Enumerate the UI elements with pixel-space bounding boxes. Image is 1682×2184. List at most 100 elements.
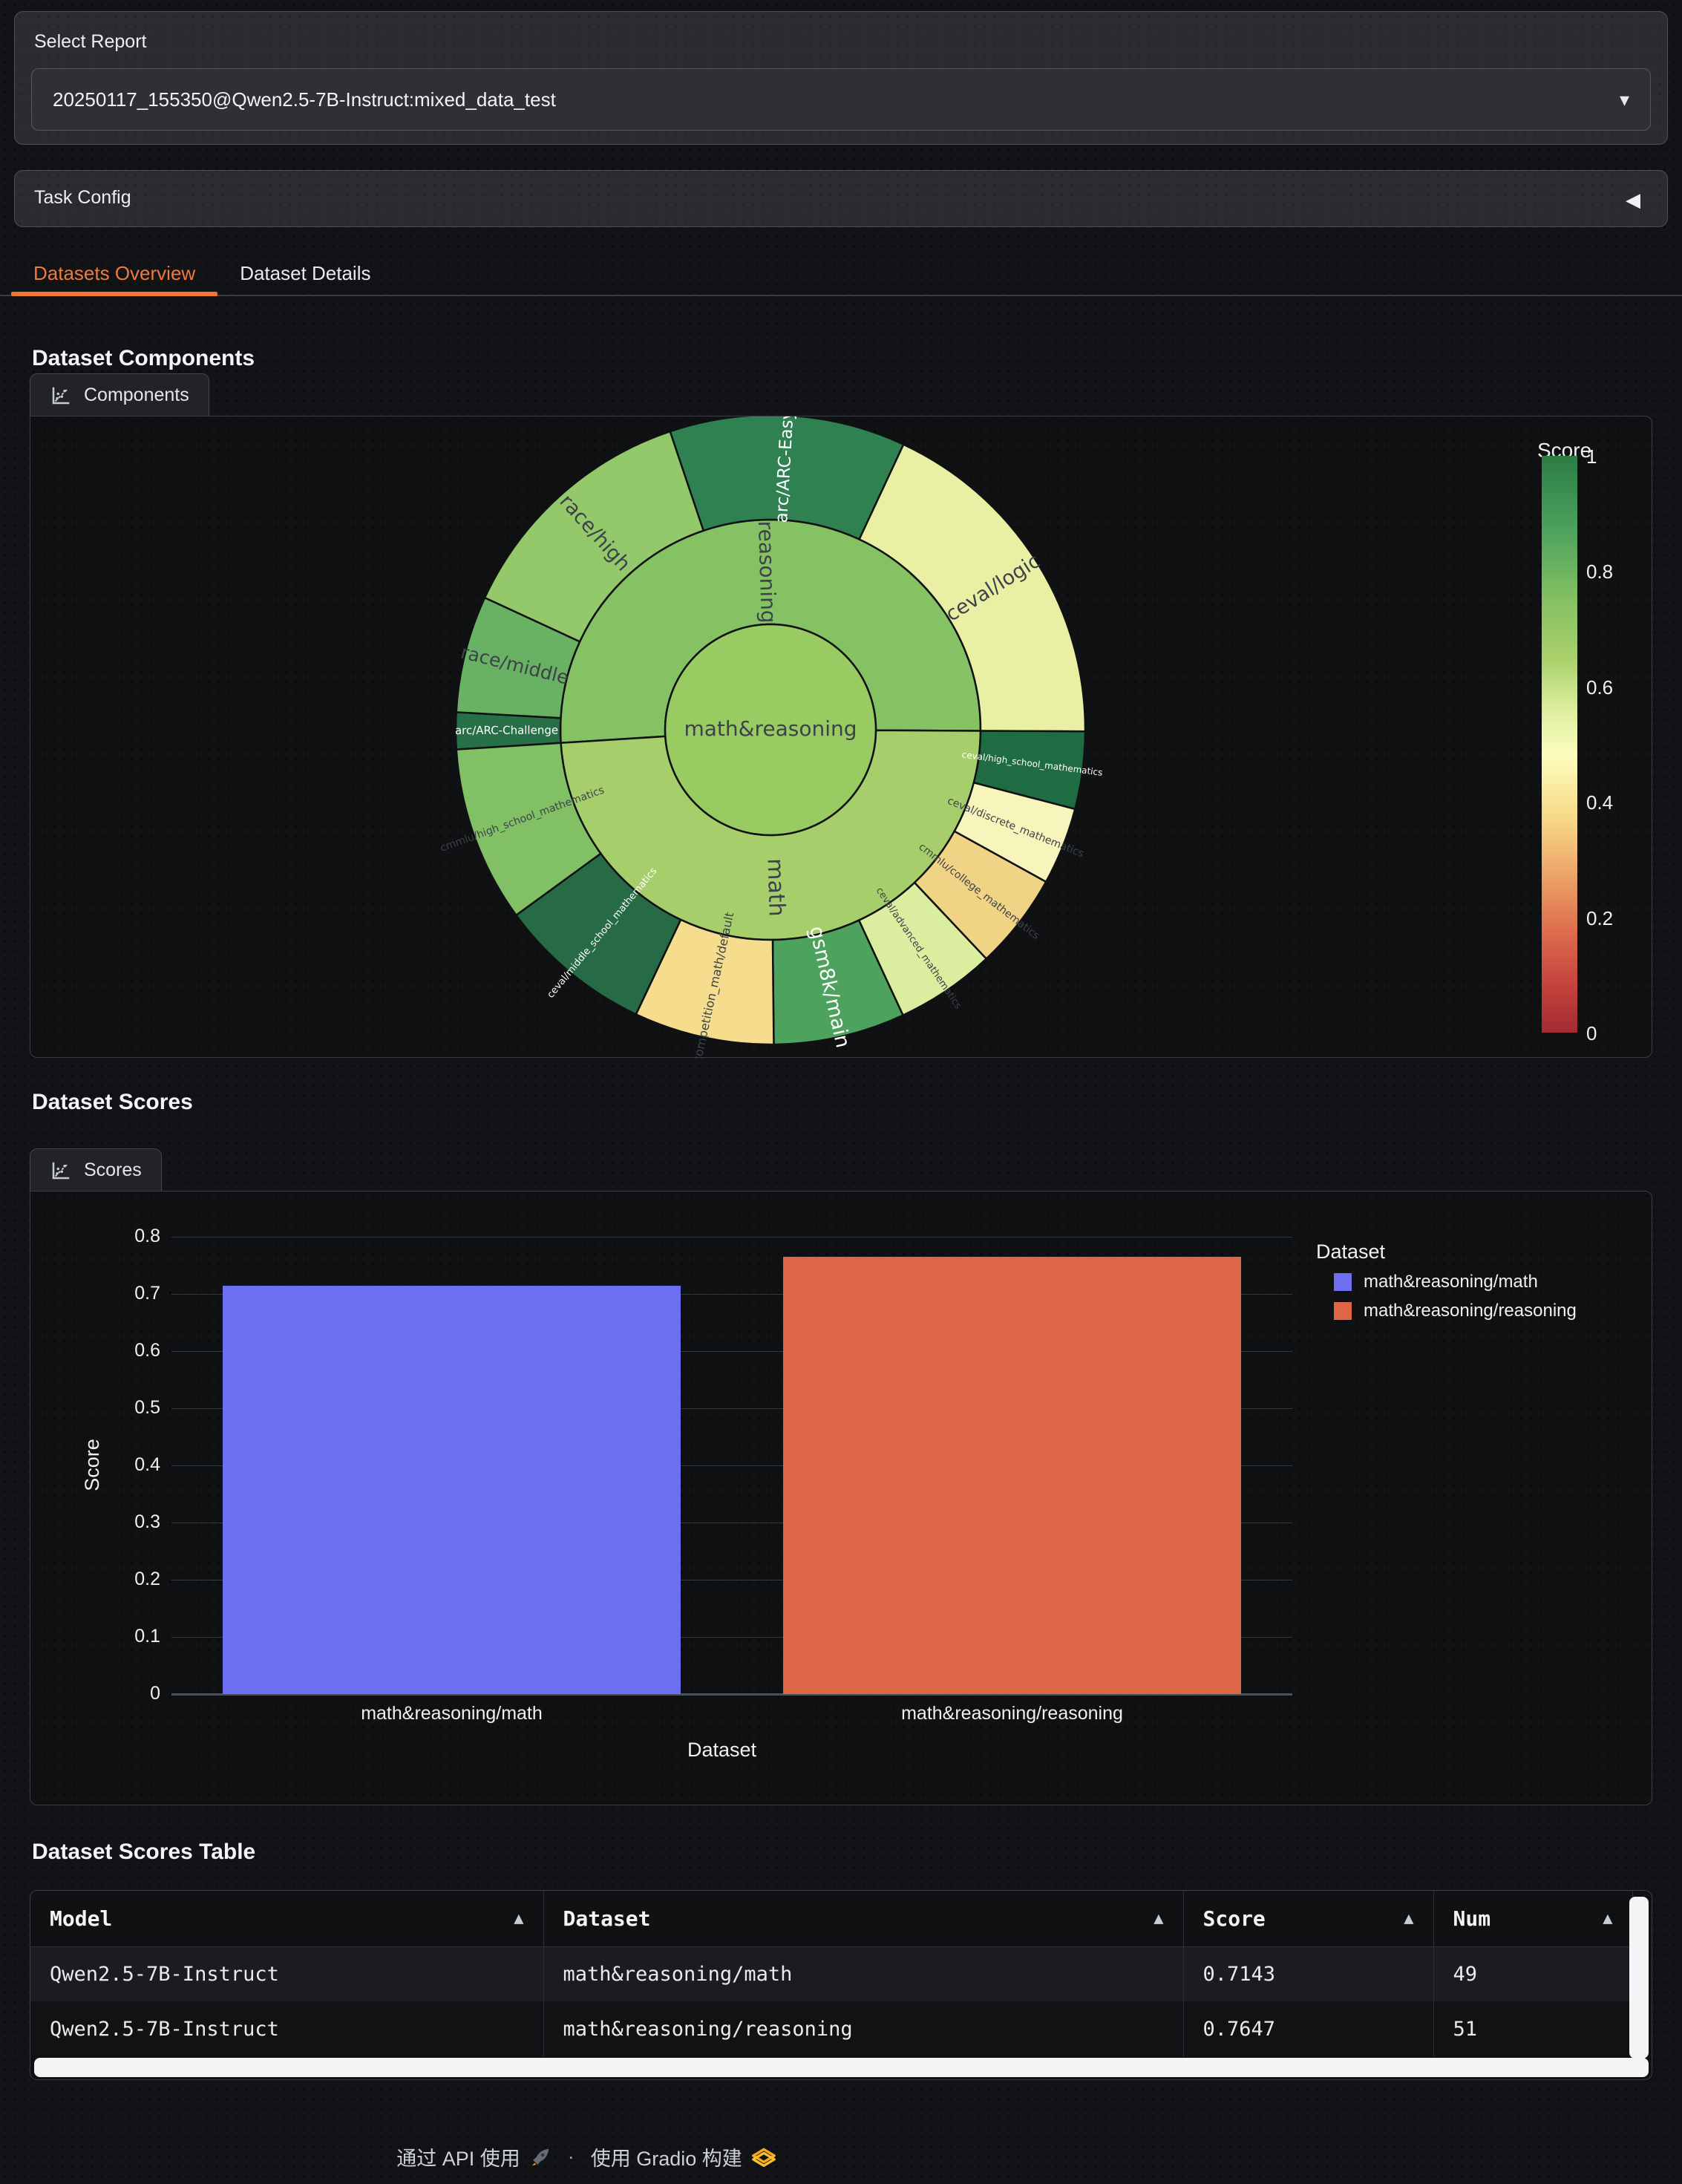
gridline-0.7 xyxy=(171,1294,1292,1295)
sort-triangle-icon[interactable]: ▲ xyxy=(1153,1909,1164,1928)
y-tick-0.3: 0.3 xyxy=(134,1511,160,1532)
scatter-chart-icon xyxy=(52,387,70,404)
chevron-down-icon: ▾ xyxy=(1619,88,1629,111)
gridline-0.5 xyxy=(171,1408,1292,1409)
sunburst-center[interactable] xyxy=(664,623,877,837)
components-chart-tab[interactable]: Components xyxy=(30,373,209,416)
scatter-chart-icon xyxy=(52,1162,70,1179)
gridline-0.4 xyxy=(171,1465,1292,1466)
column-header-label: Model xyxy=(50,1906,113,1931)
legend-label-math&reasoning/math: math&reasoning/math xyxy=(1364,1272,1538,1292)
table-vertical-scrollbar[interactable] xyxy=(1629,1897,1649,2059)
y-tick-0.7: 0.7 xyxy=(134,1283,160,1304)
column-header-Num[interactable]: Num ▲ xyxy=(1433,1891,1633,1947)
y-tick-0.6: 0.6 xyxy=(134,1340,160,1361)
scores-chart-tab[interactable]: Scores xyxy=(30,1148,162,1191)
table-row: Qwen2.5-7B-Instruct math&reasoning/math 0.… xyxy=(30,1946,1633,2001)
legend-swatch-math&reasoning/reasoning xyxy=(1334,1302,1352,1320)
sunburst-chart-panel: math&reasoning reasoning math arc/ARC-Chall… xyxy=(30,409,1652,1064)
sort-triangle-icon[interactable]: ▲ xyxy=(514,1909,524,1928)
column-header-label: Num xyxy=(1453,1906,1491,1931)
report-select-value: 20250117_155350@Qwen2.5-7B-Instruct:mixe… xyxy=(53,88,556,111)
y-tick-0.5: 0.5 xyxy=(134,1397,160,1418)
accordion-collapse-icon: ◀ xyxy=(1626,189,1640,211)
colorbar-tick-0.2: 0.2 xyxy=(1586,906,1614,929)
x-axis-title: Dataset xyxy=(687,1739,757,1761)
sunburst-leaf-label-arc/ARC-Challenge: arc/ARC-Challenge xyxy=(455,723,558,736)
y-tick-0: 0 xyxy=(150,1683,160,1704)
cell-num[interactable]: 49 xyxy=(1433,1946,1633,2001)
use-via-api-text: 通过 API 使用 xyxy=(396,2148,520,2170)
task-config-label: Task Config xyxy=(34,187,131,208)
report-select[interactable]: 20250117_155350@Qwen2.5-7B-Instruct:mixe… xyxy=(31,68,1651,131)
sunburst-leaf-cmmlu/high_school_mathematics[interactable] xyxy=(455,742,603,917)
bar-chart-panel: 0 0.1 0.2 0.3 0.4 0.5 0.6 0.7 0.8 math&reasoning/… xyxy=(30,1191,1652,1805)
built-with-gradio-link[interactable]: 使用 Gradio 构建 xyxy=(591,2142,776,2171)
components-chart-tab-label: Components xyxy=(84,385,189,405)
y-tick-0.2: 0.2 xyxy=(134,1569,160,1589)
sunburst-ring-label-math: math xyxy=(762,858,789,917)
cell-dataset[interactable]: math&reasoning/math xyxy=(543,1946,1184,2001)
legend-swatch-math&reasoning/math xyxy=(1334,1273,1352,1291)
gridline-0.6 xyxy=(171,1351,1292,1352)
scores-chart-tab-label: Scores xyxy=(84,1160,142,1180)
colorbar-tick-1: 1 xyxy=(1586,445,1597,468)
sunburst-center-label: math&reasoning xyxy=(684,716,857,741)
sort-triangle-icon[interactable]: ▲ xyxy=(1404,1909,1414,1928)
table-row: Qwen2.5-7B-Instruct math&reasoning/reason… xyxy=(30,2001,1633,2056)
task-config-accordion[interactable]: Task Config ◀ xyxy=(14,170,1668,227)
bar-math&reasoning/math xyxy=(223,1285,681,1694)
table-header-row: Model ▲ Dataset ▲ Score ▲ Num ▲ xyxy=(30,1891,1633,1947)
select-report-panel: Select Report 20250117_155350@Qwen2.5-7B… xyxy=(14,11,1668,145)
sunburst-ring-label-reasoning: reasoning xyxy=(753,520,781,624)
table-horizontal-scrollbar[interactable] xyxy=(34,2058,1649,2077)
tab-dataset-details[interactable]: Dataset Details xyxy=(240,262,371,284)
column-header-Score[interactable]: Score ▲ xyxy=(1183,1891,1434,1947)
column-header-Dataset[interactable]: Dataset ▲ xyxy=(543,1891,1184,1947)
y-tick-0.1: 0.1 xyxy=(134,1626,160,1647)
column-header-Model[interactable]: Model ▲ xyxy=(30,1891,544,1947)
gradio-logo-icon xyxy=(751,2148,776,2167)
sunburst-leaf-ceval/logic[interactable] xyxy=(857,443,1087,733)
y-axis-title: Score xyxy=(80,1439,103,1491)
components-heading: Dataset Components xyxy=(32,346,255,370)
score-colorbar xyxy=(1542,456,1577,1033)
gridline-0.1 xyxy=(171,1637,1292,1638)
cell-dataset[interactable]: math&reasoning/reasoning xyxy=(543,2001,1184,2056)
sort-triangle-icon[interactable]: ▲ xyxy=(1603,1909,1613,1928)
footer-separator: · xyxy=(567,2145,575,2168)
scores-table: Model ▲ Dataset ▲ Score ▲ Num ▲ Qwen2.5-7B-Instr… xyxy=(30,1891,1633,2056)
y-tick-0.4: 0.4 xyxy=(134,1454,160,1475)
main-tabbar: Datasets Overview Dataset Details xyxy=(0,252,1682,296)
rocket-icon xyxy=(531,2148,549,2165)
legend-label-math&reasoning/reasoning: math&reasoning/reasoning xyxy=(1364,1301,1577,1321)
legend-item-math&reasoning/reasoning[interactable]: math&reasoning/reasoning xyxy=(1334,1301,1577,1321)
column-header-label: Score xyxy=(1202,1906,1266,1931)
use-via-api-link[interactable]: 通过 API 使用 xyxy=(396,2142,552,2171)
gridline-0.8 xyxy=(171,1237,1292,1238)
scores-table-container: Model ▲ Dataset ▲ Score ▲ Num ▲ Qwen2.5-7B-Instr… xyxy=(30,1890,1652,2080)
colorbar-tick-0.6: 0.6 xyxy=(1586,676,1614,699)
cell-model[interactable]: Qwen2.5-7B-Instruct xyxy=(30,2001,544,2056)
x-axis-line xyxy=(171,1693,1292,1696)
legend-title: Dataset xyxy=(1316,1240,1386,1263)
colorbar-tick-0: 0 xyxy=(1586,1022,1597,1044)
bar-math&reasoning/reasoning xyxy=(783,1257,1241,1694)
colorbar-tick-0.8: 0.8 xyxy=(1586,560,1614,583)
built-with-gradio-text: 使用 Gradio 构建 xyxy=(590,2148,742,2170)
cell-num[interactable]: 51 xyxy=(1433,2001,1633,2056)
scores-heading: Dataset Scores xyxy=(32,1090,193,1114)
footer: 通过 API 使用 · 使用 Gradio 构建 xyxy=(0,2142,1173,2171)
tab-datasets-overview[interactable]: Datasets Overview xyxy=(11,252,218,296)
cell-score[interactable]: 0.7143 xyxy=(1183,1946,1434,2001)
legend-item-math&reasoning/math[interactable]: math&reasoning/math xyxy=(1334,1272,1538,1292)
x-tick-math&reasoning/reasoning: math&reasoning/reasoning xyxy=(901,1703,1123,1724)
cell-model[interactable]: Qwen2.5-7B-Instruct xyxy=(30,1946,544,2001)
y-tick-0.8: 0.8 xyxy=(134,1226,160,1246)
table-heading: Dataset Scores Table xyxy=(32,1840,256,1864)
cell-score[interactable]: 0.7647 xyxy=(1183,2001,1434,2056)
column-header-label: Dataset xyxy=(563,1906,651,1931)
sunburst-chart: math&reasoning reasoning math arc/ARC-Chall… xyxy=(439,409,1103,1064)
x-tick-math&reasoning/math: math&reasoning/math xyxy=(361,1703,543,1724)
